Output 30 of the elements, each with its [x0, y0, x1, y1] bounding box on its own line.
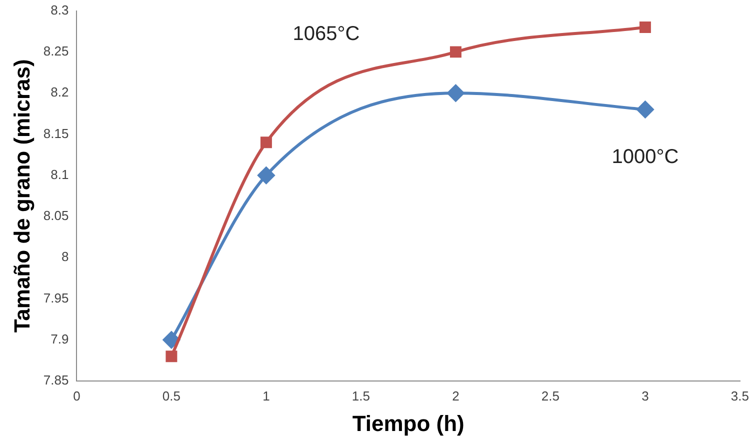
- y-tick-label: 8.05: [43, 208, 69, 224]
- x-tick-label: 3: [642, 388, 649, 404]
- y-tick-label: 8.1: [50, 166, 69, 182]
- x-tick-label: 2: [452, 388, 460, 404]
- point: [258, 166, 275, 184]
- point: [162, 331, 180, 348]
- y-tick-label: 7.85: [43, 372, 69, 388]
- y-tick-label: 8: [61, 249, 69, 264]
- x-tick-label: 1.5: [352, 388, 370, 404]
- x-tick-label: 0: [73, 388, 80, 404]
- y-tick-label: 8.15: [43, 126, 69, 141]
- point: [450, 46, 462, 58]
- x-tick-label: 0.5: [162, 388, 180, 404]
- x-tick-label: 2.5: [541, 388, 560, 404]
- x-axis-title: Tiempo (h): [352, 410, 464, 436]
- y-tick-label: 8.25: [43, 44, 69, 59]
- y-tick-label: 7.9: [50, 331, 69, 346]
- y-tick-label: 8.2: [50, 84, 69, 100]
- y-tick-label: 8.3: [50, 2, 69, 18]
- series-label: 1000°C: [612, 146, 679, 168]
- y-tick-label: 7.95: [43, 290, 69, 306]
- point: [447, 84, 464, 102]
- point: [260, 136, 272, 148]
- x-tick-label: 3.5: [730, 388, 750, 404]
- x-tick-label: 1: [262, 388, 270, 404]
- series-label: 1065°C: [292, 22, 360, 45]
- point: [639, 22, 651, 33]
- point: [166, 350, 178, 362]
- y-axis-title: Tamaño de grano (micras): [9, 59, 34, 333]
- point: [636, 101, 654, 118]
